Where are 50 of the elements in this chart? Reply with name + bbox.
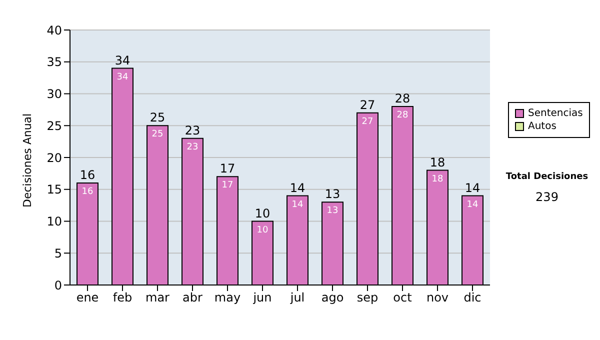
x-tick-label: oct [393,290,412,305]
x-tick-label: ago [321,290,344,305]
total-label: 28 [394,92,410,106]
y-tick-label: 0 [54,278,62,292]
total-label: 16 [80,168,96,182]
total-label: 27 [360,98,376,112]
total-label: 34 [114,53,130,68]
total-label: 17 [220,162,236,176]
total-label: 25 [150,110,166,125]
total-label: 13 [324,187,340,202]
y-tick-label: 35 [46,55,62,70]
y-tick-label: 20 [46,150,62,165]
data-label: 17 [222,180,234,191]
text: Total Decisiones [504,172,590,182]
x-tick-label: dic [464,290,482,305]
total-label: 18 [430,155,446,170]
total-label: 23 [184,123,200,138]
data-label: 14 [466,200,478,210]
data-label: 16 [82,187,94,197]
data-label: 13 [326,206,338,216]
text: 239 [534,190,560,204]
x-tick-label: feb [112,290,132,305]
legend-label: Autos [528,120,556,133]
data-label: 10 [256,225,268,236]
total-label: 10 [254,206,270,220]
data-label: 27 [362,116,374,127]
x-tick-label: may [214,290,241,305]
x-tick-label: jun [252,290,272,305]
x-tick-label: sep [356,290,378,305]
data-label: 28 [396,110,408,120]
y-tick-label: 5 [54,246,62,260]
x-tick-label: nov [426,290,449,305]
data-label: 23 [186,142,198,152]
x-tick-label: ene [76,290,99,305]
legend-label: Sentencias [528,107,583,120]
y-tick-label: 30 [46,87,62,102]
data-label: 25 [152,130,164,140]
total-label: 14 [464,180,480,195]
y-tick-label: 15 [46,182,62,197]
total-label: 14 [290,180,306,195]
y-tick-label: 10 [46,214,62,229]
y-tick-label: 40 [46,23,62,38]
data-label: 14 [292,200,304,210]
y-tick-label: 25 [46,118,62,133]
data-label: 34 [116,72,128,82]
x-tick-label: jul [289,290,305,305]
x-tick-label: abr [182,290,203,305]
data-label: 18 [432,174,444,184]
y-axis-title: Decisiones Anual [20,113,34,208]
x-tick-label: mar [146,290,170,305]
